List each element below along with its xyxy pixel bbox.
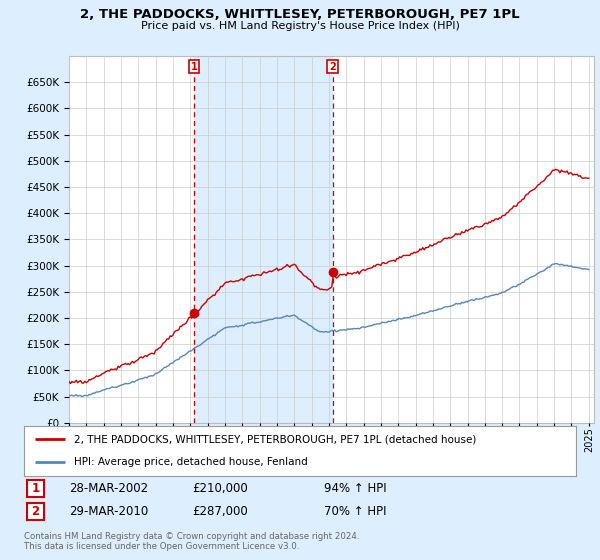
Text: £287,000: £287,000	[192, 505, 248, 518]
Text: 70% ↑ HPI: 70% ↑ HPI	[324, 505, 386, 518]
Text: 2, THE PADDOCKS, WHITTLESEY, PETERBOROUGH, PE7 1PL (detached house): 2, THE PADDOCKS, WHITTLESEY, PETERBOROUG…	[74, 434, 476, 444]
Text: 1: 1	[191, 62, 197, 72]
Text: 94% ↑ HPI: 94% ↑ HPI	[324, 482, 386, 496]
Text: 2, THE PADDOCKS, WHITTLESEY, PETERBOROUGH, PE7 1PL: 2, THE PADDOCKS, WHITTLESEY, PETERBOROUG…	[80, 8, 520, 21]
Text: HPI: Average price, detached house, Fenland: HPI: Average price, detached house, Fenl…	[74, 458, 307, 468]
Text: 2: 2	[31, 505, 40, 518]
Bar	[194, 56, 332, 423]
Text: Contains HM Land Registry data © Crown copyright and database right 2024.
This d: Contains HM Land Registry data © Crown c…	[24, 532, 359, 552]
Text: 28-MAR-2002: 28-MAR-2002	[69, 482, 148, 496]
Text: 2: 2	[329, 62, 336, 72]
Text: 1: 1	[31, 482, 40, 496]
Text: £210,000: £210,000	[192, 482, 248, 496]
Text: Price paid vs. HM Land Registry's House Price Index (HPI): Price paid vs. HM Land Registry's House …	[140, 21, 460, 31]
Text: 29-MAR-2010: 29-MAR-2010	[69, 505, 148, 518]
